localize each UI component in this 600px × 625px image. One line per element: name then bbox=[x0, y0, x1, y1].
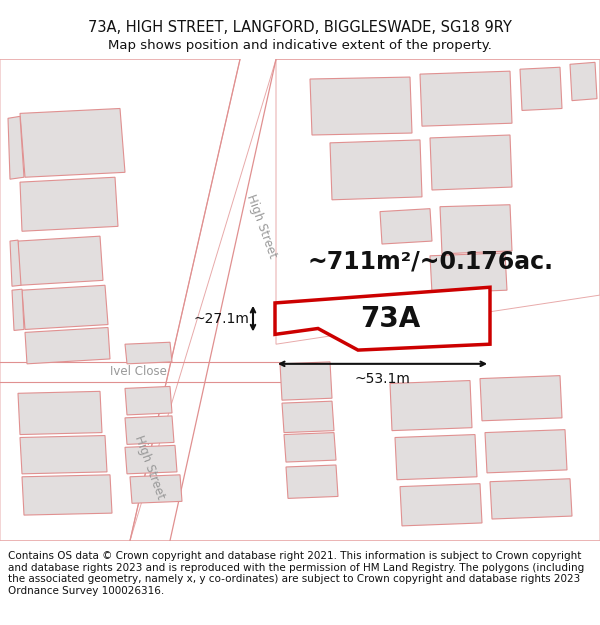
Text: Ivel Close: Ivel Close bbox=[110, 365, 166, 378]
Text: High Street: High Street bbox=[133, 433, 167, 501]
Polygon shape bbox=[380, 209, 432, 244]
Text: 73A: 73A bbox=[360, 304, 420, 332]
Text: Contains OS data © Crown copyright and database right 2021. This information is : Contains OS data © Crown copyright and d… bbox=[8, 551, 584, 596]
Polygon shape bbox=[8, 116, 24, 179]
Polygon shape bbox=[10, 240, 21, 286]
Polygon shape bbox=[400, 484, 482, 526]
Polygon shape bbox=[125, 386, 172, 415]
Polygon shape bbox=[390, 381, 472, 431]
Polygon shape bbox=[286, 465, 338, 498]
Polygon shape bbox=[570, 62, 597, 101]
Polygon shape bbox=[12, 289, 24, 331]
Polygon shape bbox=[282, 401, 334, 432]
Polygon shape bbox=[0, 362, 280, 381]
Text: ~27.1m: ~27.1m bbox=[193, 312, 249, 326]
Polygon shape bbox=[20, 109, 125, 177]
Polygon shape bbox=[420, 71, 512, 126]
Polygon shape bbox=[440, 205, 512, 254]
Polygon shape bbox=[25, 328, 110, 364]
Polygon shape bbox=[310, 77, 412, 135]
Text: Map shows position and indicative extent of the property.: Map shows position and indicative extent… bbox=[108, 39, 492, 52]
Text: 73A, HIGH STREET, LANGFORD, BIGGLESWADE, SG18 9RY: 73A, HIGH STREET, LANGFORD, BIGGLESWADE,… bbox=[88, 20, 512, 35]
Polygon shape bbox=[395, 434, 477, 480]
Polygon shape bbox=[18, 391, 102, 434]
Polygon shape bbox=[125, 342, 172, 364]
Polygon shape bbox=[275, 288, 490, 350]
Text: High Street: High Street bbox=[244, 192, 280, 260]
Polygon shape bbox=[480, 376, 562, 421]
Text: ~711m²/~0.176ac.: ~711m²/~0.176ac. bbox=[307, 249, 553, 274]
Polygon shape bbox=[20, 177, 118, 231]
Polygon shape bbox=[22, 475, 112, 515]
Polygon shape bbox=[125, 416, 174, 444]
Polygon shape bbox=[284, 432, 336, 462]
Polygon shape bbox=[130, 475, 182, 503]
Polygon shape bbox=[22, 285, 108, 329]
Polygon shape bbox=[130, 59, 276, 541]
Polygon shape bbox=[20, 436, 107, 474]
Polygon shape bbox=[125, 446, 177, 474]
Polygon shape bbox=[485, 429, 567, 473]
Polygon shape bbox=[330, 140, 422, 200]
Polygon shape bbox=[280, 362, 332, 400]
Polygon shape bbox=[430, 135, 512, 190]
Text: ~53.1m: ~53.1m bbox=[355, 372, 410, 386]
Polygon shape bbox=[18, 236, 103, 285]
Polygon shape bbox=[430, 253, 507, 293]
Polygon shape bbox=[520, 68, 562, 111]
Polygon shape bbox=[490, 479, 572, 519]
